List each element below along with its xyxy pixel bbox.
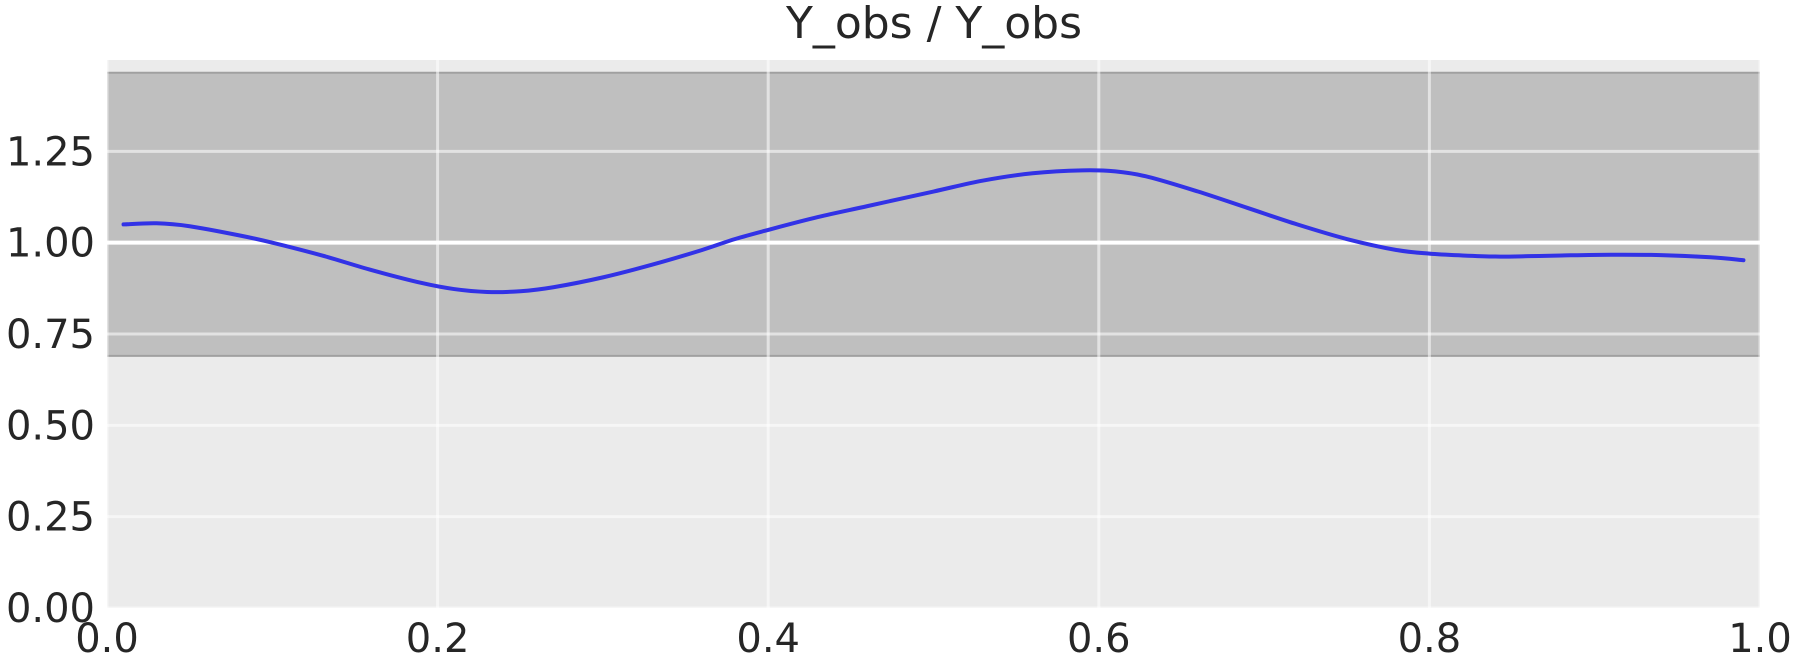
x-tick-label: 0.2: [406, 616, 470, 662]
chart-title: Y_obs / Y_obs: [785, 0, 1082, 49]
x-tick-label: 1.0: [1728, 616, 1792, 662]
interval-band: [107, 72, 1760, 356]
y-tick-label: 1.00: [6, 221, 95, 267]
y-tick-label: 0.00: [6, 586, 95, 632]
x-tick-label: 0.8: [1398, 616, 1462, 662]
y-tick-label: 0.50: [6, 403, 95, 449]
y-tick-label: 1.25: [6, 129, 95, 175]
y-tick-label: 0.25: [6, 495, 95, 541]
x-tick-label: 0.6: [1067, 616, 1131, 662]
x-tick-label: 0.4: [736, 616, 800, 662]
series-line: [121, 168, 1746, 295]
x-tick-label: 0.0: [75, 616, 139, 662]
y-tick-label: 0.75: [6, 312, 95, 358]
